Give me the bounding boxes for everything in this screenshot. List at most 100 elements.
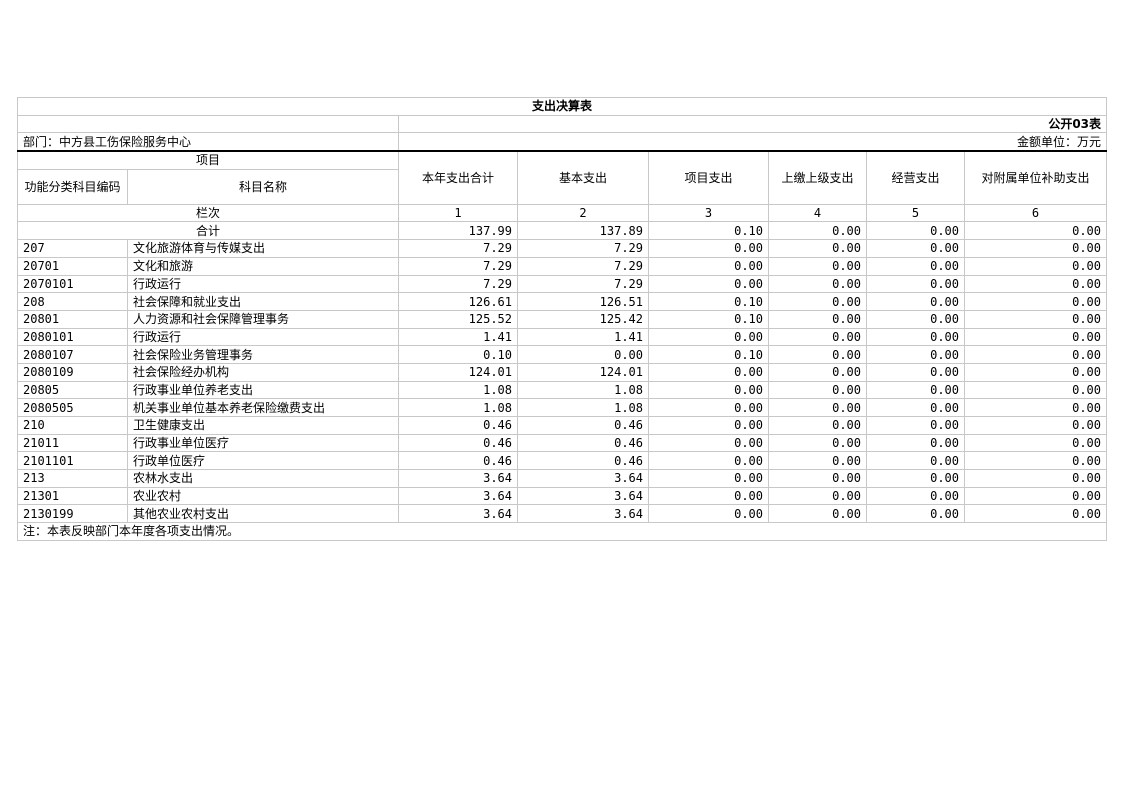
amount-cell: 0.00	[768, 362, 867, 382]
total-value: 0.00	[866, 221, 965, 241]
table-row: 208 社会保障和就业支出 126.61 126.51 0.10 0.00 0.00 0.00	[17, 292, 1108, 311]
amount-cell: 0.00	[963, 274, 1108, 294]
amount-cell: 0.00	[866, 309, 965, 329]
amount-cell: 7.29	[517, 239, 649, 258]
amount-cell: 0.00	[963, 327, 1108, 347]
amount-cell: 3.64	[517, 504, 649, 524]
amount-cell: 126.61	[398, 292, 518, 311]
subject-code: 210	[17, 416, 128, 435]
amount-cell: 0.00	[648, 416, 769, 435]
subject-code: 207	[17, 239, 128, 258]
amount-cell: 0.00	[648, 486, 769, 506]
subject-name: 文化旅游体育与传媒支出	[127, 239, 399, 258]
subject-name: 卫生健康支出	[127, 416, 399, 435]
table-row: 21301 农业农村 3.64 3.64 0.00 0.00 0.00 0.00	[17, 486, 1108, 506]
header-col: 项目支出	[648, 150, 769, 205]
amount-cell: 0.00	[648, 327, 769, 347]
amount-cell: 0.00	[866, 256, 965, 276]
amount-cell: 0.00	[768, 327, 867, 347]
amount-cell: 0.00	[866, 274, 965, 294]
subject-name: 行政运行	[127, 327, 399, 347]
amount-cell: 0.00	[866, 416, 965, 435]
total-value: 0.10	[648, 221, 769, 241]
amount-cell: 0.10	[648, 309, 769, 329]
subject-code: 20805	[17, 380, 128, 400]
subject-name: 行政运行	[127, 274, 399, 294]
amount-cell: 0.00	[866, 451, 965, 471]
amount-cell: 1.08	[517, 380, 649, 400]
col-index: 6	[963, 203, 1108, 223]
subject-name: 机关事业单位基本养老保险缴费支出	[127, 398, 399, 417]
amount-cell: 0.00	[648, 469, 769, 488]
amount-cell: 0.00	[768, 451, 867, 471]
amount-cell: 0.00	[963, 292, 1108, 311]
amount-cell: 0.00	[963, 345, 1108, 364]
table-row: 20801 人力资源和社会保障管理事务 125.52 125.42 0.10 0.00 0.…	[17, 309, 1108, 329]
expenditure-table: 支出决算表 公开03表 部门：中方县工伤保险服务中心 金额单位：万元 项目 本年支…	[16, 97, 1108, 541]
amount-cell: 0.00	[768, 416, 867, 435]
table-row: 21011 行政事业单位医疗 0.46 0.46 0.00 0.00 0.00 0.00	[17, 433, 1108, 453]
header-name: 科目名称	[127, 168, 399, 205]
total-value: 137.89	[517, 221, 649, 241]
amount-cell: 0.46	[398, 416, 518, 435]
subject-code: 2070101	[17, 274, 128, 294]
subject-name: 行政事业单位医疗	[127, 433, 399, 453]
subject-name: 行政单位医疗	[127, 451, 399, 471]
table-row: 2070101 行政运行 7.29 7.29 0.00 0.00 0.00 0.00	[17, 274, 1108, 294]
table-title: 支出决算表	[16, 97, 1108, 116]
table-row: 2080101 行政运行 1.41 1.41 0.00 0.00 0.00 0.00	[17, 327, 1108, 347]
amount-cell: 0.46	[517, 451, 649, 471]
table-row: 2080109 社会保险经办机构 124.01 124.01 0.00 0.00 0.00 0…	[17, 362, 1108, 382]
amount-cell: 0.00	[866, 504, 965, 524]
col-index: 1	[398, 203, 518, 223]
amount-cell: 0.00	[648, 433, 769, 453]
amount-cell: 0.46	[517, 416, 649, 435]
amount-cell: 1.41	[398, 327, 518, 347]
header-col: 本年支出合计	[398, 150, 518, 205]
amount-cell: 0.00	[866, 398, 965, 417]
unit-label: 金额单位：万元	[397, 132, 1108, 152]
amount-cell: 0.00	[768, 469, 867, 488]
header-col: 上缴上级支出	[768, 150, 867, 205]
amount-cell: 1.08	[517, 398, 649, 417]
amount-cell: 0.00	[866, 327, 965, 347]
amount-cell: 7.29	[398, 256, 518, 276]
amount-cell: 0.00	[963, 469, 1108, 488]
amount-cell: 0.00	[963, 504, 1108, 524]
total-label: 合计	[17, 221, 399, 241]
amount-cell: 0.00	[768, 433, 867, 453]
amount-cell: 0.46	[517, 433, 649, 453]
amount-cell: 0.00	[768, 504, 867, 524]
amount-cell: 3.64	[517, 469, 649, 488]
subject-code: 20701	[17, 256, 128, 276]
amount-cell: 0.00	[963, 380, 1108, 400]
amount-cell: 0.00	[648, 398, 769, 417]
table-row: 2080505 机关事业单位基本养老保险缴费支出 1.08 1.08 0.00 0.00 0…	[17, 398, 1108, 417]
amount-cell: 0.00	[768, 292, 867, 311]
subject-name: 农业农村	[127, 486, 399, 506]
department: 部门：中方县工伤保险服务中心	[17, 132, 399, 152]
amount-cell: 124.01	[517, 362, 649, 382]
amount-cell: 125.42	[517, 309, 649, 329]
table-row: 20701 文化和旅游 7.29 7.29 0.00 0.00 0.00 0.00	[17, 256, 1108, 276]
header-col: 基本支出	[517, 150, 649, 205]
amount-cell: 0.00	[963, 486, 1108, 506]
amount-cell: 0.00	[866, 345, 965, 364]
subject-name: 社会保险业务管理事务	[127, 345, 399, 364]
table-row: 20805 行政事业单位养老支出 1.08 1.08 0.00 0.00 0.00 0.00	[17, 380, 1108, 400]
amount-cell: 7.29	[398, 274, 518, 294]
amount-cell: 0.00	[768, 239, 867, 258]
total-value: 137.99	[398, 221, 518, 241]
amount-cell: 0.00	[648, 504, 769, 524]
table-row: 213 农林水支出 3.64 3.64 0.00 0.00 0.00 0.00	[17, 469, 1108, 488]
amount-cell: 0.00	[866, 292, 965, 311]
subject-code: 208	[17, 292, 128, 311]
note-row: 注：本表反映部门本年度各项支出情况。	[16, 522, 1108, 541]
amount-cell: 0.00	[648, 380, 769, 400]
header-item: 项目	[17, 150, 399, 170]
amount-cell: 1.08	[398, 398, 518, 417]
amount-cell: 0.00	[648, 451, 769, 471]
amount-cell: 3.64	[398, 504, 518, 524]
table-row: 2130199 其他农业农村支出 3.64 3.64 0.00 0.00 0.00 0.00	[17, 504, 1108, 524]
subject-name: 行政事业单位养老支出	[127, 380, 399, 400]
